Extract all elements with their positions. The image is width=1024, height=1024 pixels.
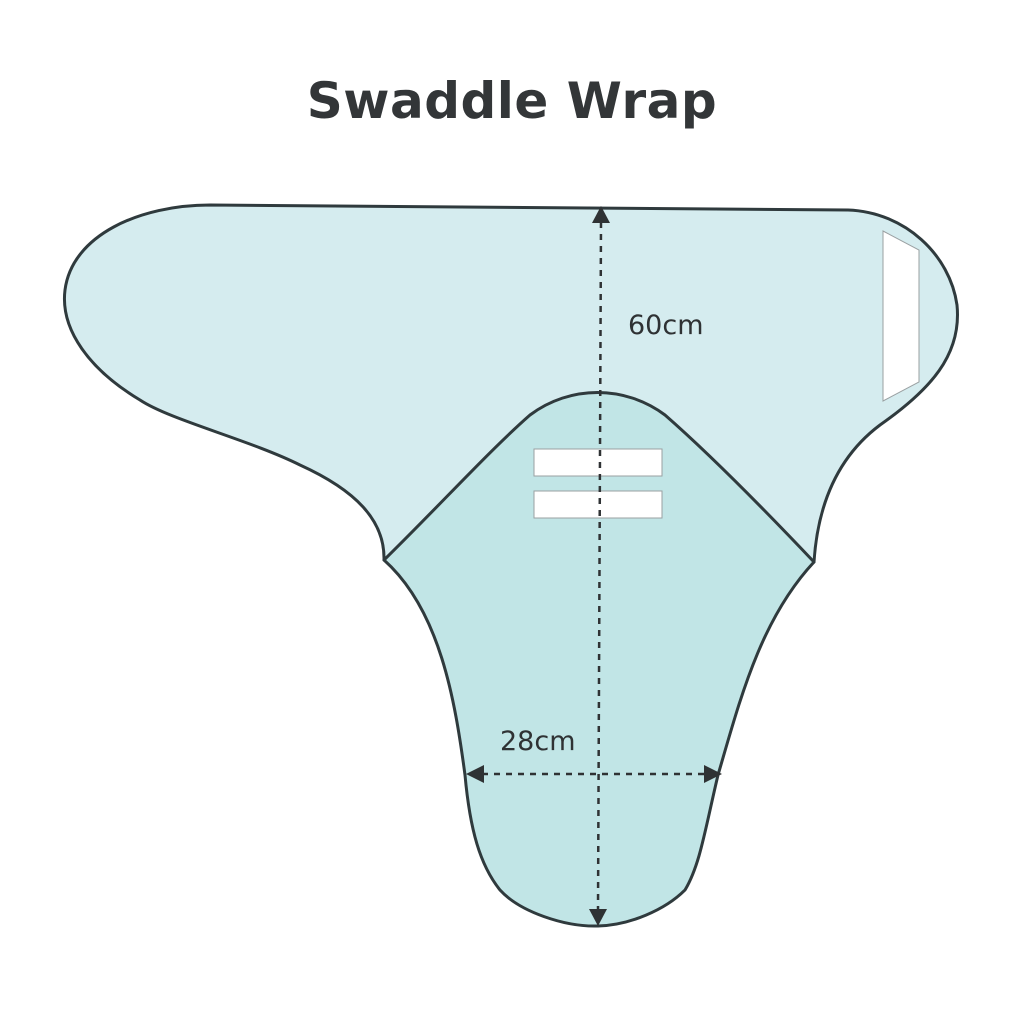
width-arrow-right-icon [704, 765, 722, 783]
width-arrow-left-icon [466, 765, 484, 783]
velcro-tab-lower [533, 490, 663, 519]
velcro-tab-right-wing [882, 230, 920, 402]
length-arrow-top-icon [592, 206, 610, 223]
velcro-tab-upper [533, 448, 663, 477]
length-arrow-bottom-icon [589, 909, 607, 926]
outer-wing-panel [62, 203, 960, 564]
length-dimension-label: 60cm [628, 310, 704, 341]
width-dimension-label: 28cm [500, 726, 576, 757]
diagram-title: Swaddle Wrap [306, 72, 718, 130]
